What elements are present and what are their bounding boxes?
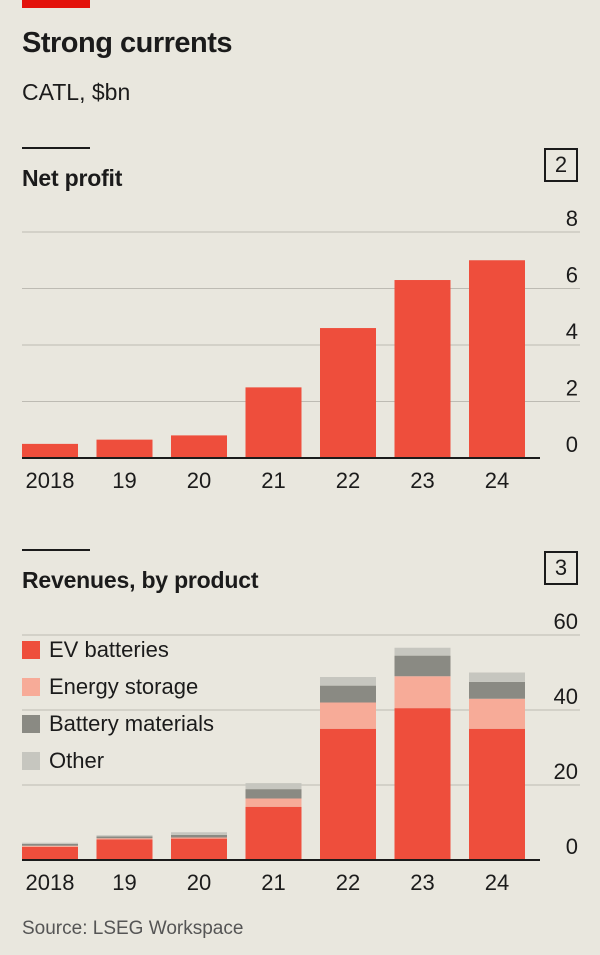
bar-segment — [22, 846, 78, 860]
chart-divider — [22, 147, 90, 149]
x-tick-label: 23 — [410, 468, 434, 493]
chart-title-revenue: Revenues, by product — [22, 567, 259, 593]
bar-segment — [394, 708, 451, 860]
bar-segment — [469, 672, 525, 682]
y-tick-label: 6 — [566, 263, 578, 288]
bar — [245, 387, 302, 458]
bar-segment — [320, 702, 376, 729]
bar-segment — [245, 806, 302, 860]
legend-item: Other — [22, 742, 214, 779]
bar-segment — [245, 789, 302, 799]
bar-segment — [394, 676, 451, 709]
legend-label: Energy storage — [49, 673, 199, 699]
legend-swatch — [22, 640, 40, 659]
bar — [96, 439, 153, 458]
bar-segment — [22, 842, 78, 844]
bar — [22, 443, 78, 458]
revenue-chart: 0 20 40 60 2018 19 20 21 22 23 24 — [22, 609, 580, 895]
bar-segment — [320, 685, 376, 703]
bar-segment — [171, 832, 227, 835]
legend-label: EV batteries — [49, 636, 169, 662]
x-tick-label: 19 — [112, 468, 136, 493]
bar-segment — [394, 647, 451, 656]
bar-segment — [320, 728, 376, 860]
y-tick-label: 0 — [566, 834, 578, 859]
bar-segment — [96, 838, 153, 840]
bar-segment — [469, 681, 525, 699]
x-tick-label: 21 — [261, 468, 285, 493]
x-tick-label: 20 — [187, 870, 211, 895]
legend-swatch — [22, 677, 40, 696]
bar-segment — [96, 839, 153, 860]
bar — [171, 435, 227, 458]
bar-segment — [171, 838, 227, 860]
legend-item: Battery materials — [22, 705, 214, 742]
y-tick-label: 2 — [566, 376, 578, 401]
x-tick-label: 24 — [485, 870, 509, 895]
page-subtitle: CATL, $bn — [22, 79, 131, 105]
y-tick-label: 8 — [566, 206, 578, 231]
legend-swatch — [22, 751, 40, 770]
y-tick-label: 20 — [554, 759, 578, 784]
y-tick-label: 0 — [566, 432, 578, 457]
x-tick-label: 22 — [336, 468, 360, 493]
chart-number-revenue: 3 — [544, 551, 578, 585]
source-note: Source: LSEG Workspace — [22, 918, 244, 939]
bar-segment — [245, 783, 302, 790]
chart-title-profit: Net profit — [22, 165, 123, 191]
bar-segment — [469, 698, 525, 729]
bar-segment — [96, 835, 153, 837]
y-tick-label: 60 — [554, 609, 578, 634]
x-tick-label: 21 — [261, 870, 285, 895]
legend-swatch — [22, 714, 40, 733]
x-tick-label: 24 — [485, 468, 509, 493]
x-tick-label: 23 — [410, 870, 434, 895]
legend-item: Energy storage — [22, 668, 214, 705]
x-tick-label: 2018 — [26, 870, 75, 895]
bar — [469, 260, 525, 458]
bar-segment — [320, 677, 376, 686]
y-tick-label: 40 — [554, 684, 578, 709]
bar-segment — [245, 798, 302, 807]
legend-label: Other — [49, 747, 105, 773]
bar-segment — [171, 837, 227, 839]
bar-segment — [96, 836, 153, 839]
chart-number-profit: 2 — [544, 148, 578, 182]
bar — [394, 280, 451, 458]
bar-segment — [171, 834, 227, 838]
bar-segment — [22, 843, 78, 846]
bar-segment — [22, 845, 78, 847]
x-tick-label: 19 — [112, 870, 136, 895]
bar — [320, 328, 376, 458]
legend: EV batteries Energy storage Battery materi… — [22, 631, 214, 779]
x-tick-label: 20 — [187, 468, 211, 493]
x-tick-label: 2018 — [26, 468, 75, 493]
legend-item: EV batteries — [22, 631, 214, 668]
y-tick-label: 4 — [566, 319, 578, 344]
bar-segment — [469, 728, 525, 860]
page-title: Strong currents — [22, 27, 233, 59]
x-tick-label: 22 — [336, 870, 360, 895]
bar-segment — [394, 655, 451, 677]
chart-divider — [22, 549, 90, 551]
legend-label: Battery materials — [49, 710, 215, 736]
brand-tag — [22, 0, 90, 8]
